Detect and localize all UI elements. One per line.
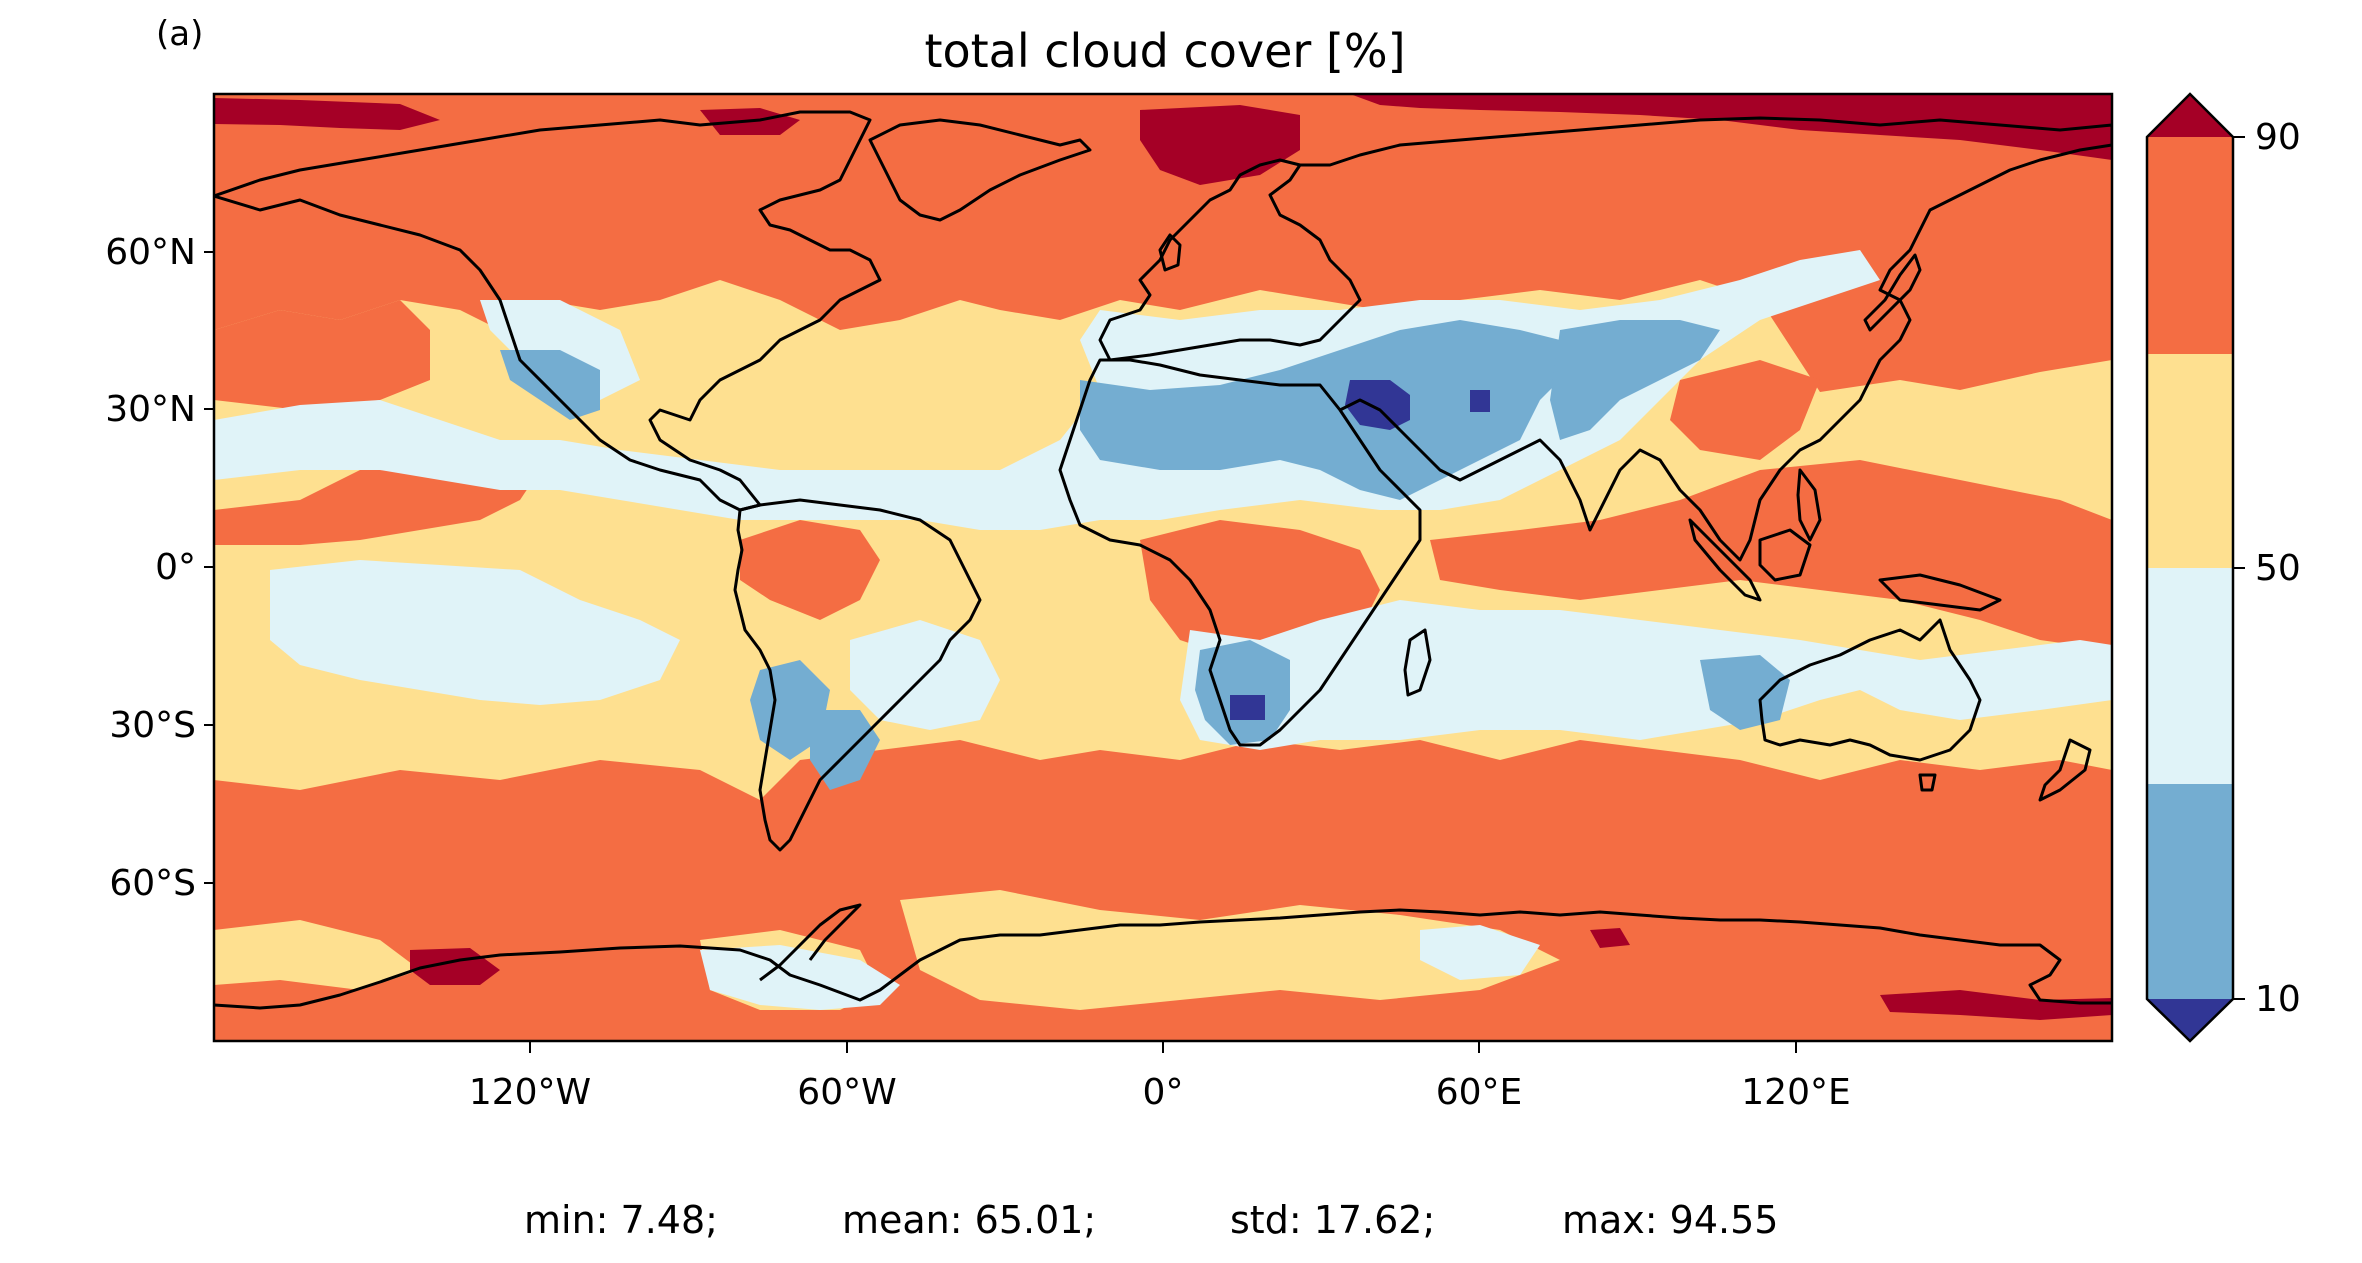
- coastline-borneo: [1758, 528, 1812, 582]
- band-30-50-south-subtropics: [270, 560, 680, 705]
- coastline-new-zealand: [2038, 738, 2092, 802]
- lat-label-30n: 30°N: [105, 389, 196, 430]
- coastline-greenland: [868, 118, 1092, 222]
- coastline-south-america: [733, 498, 982, 852]
- coastline-australia: [1758, 618, 1982, 762]
- lat-label-0: 0°: [155, 547, 196, 588]
- coastline-antarctica: [214, 908, 2112, 1010]
- band-70-90-asia-east: [1670, 360, 1820, 460]
- band-50-70-southern-patch-2: [900, 890, 1560, 1010]
- map-title: total cloud cover [%]: [924, 24, 1406, 78]
- lon-ticks: [529, 1041, 1797, 1053]
- colorbar-label-50: 50: [2255, 548, 2301, 589]
- band-above-90-antarctic-2: [1880, 990, 2112, 1020]
- lon-label-120w: 120°W: [469, 1072, 591, 1113]
- colorbar-extend-bottom: [2147, 999, 2233, 1041]
- colorbar-extend-top: [2147, 94, 2233, 137]
- band-10-30-central-asia: [1550, 320, 1720, 440]
- coastline-tasmania: [1918, 773, 1937, 792]
- coastline-asia: [1300, 116, 2112, 562]
- colorbar: 90 50 10: [2145, 92, 2301, 1043]
- band-above-90-arctic-east: [1350, 94, 2112, 160]
- coastline-africa: [1058, 358, 1422, 747]
- coastlines: [214, 110, 2112, 1010]
- colorbar-segment-50-70: [2147, 354, 2233, 568]
- band-70-90-maritime-continent: [1430, 460, 2112, 650]
- band-70-90-south: [214, 740, 2112, 1041]
- band-above-90-canada: [214, 98, 440, 130]
- lat-label-60n: 60°N: [105, 232, 196, 273]
- band-10-30-southern-africa: [1195, 640, 1290, 745]
- band-10-30-australia-west: [1700, 655, 1790, 730]
- band-10-30-south-america-central: [810, 710, 880, 790]
- stat-max: max: 94.55: [1562, 1198, 1779, 1242]
- lon-label-60e: 60°E: [1436, 1072, 1523, 1113]
- colorbar-segment-10-30: [2147, 784, 2233, 999]
- band-above-90-antarctic-3: [1590, 928, 1630, 948]
- colorbar-segment-30-50: [2147, 568, 2233, 784]
- band-70-90-ne-pacific-coast: [214, 300, 430, 410]
- coastline-sumatra: [1688, 518, 1762, 602]
- band-50-70-southern-patch-1: [214, 920, 420, 990]
- band-below-10-namibia: [1230, 695, 1265, 720]
- coastline-uk: [1158, 233, 1182, 272]
- band-10-30-sahara-arabia: [1080, 320, 1570, 500]
- coastline-north-america: [214, 110, 882, 512]
- coastline-madagascar: [1403, 628, 1432, 697]
- colorbar-label-10: 10: [2255, 979, 2301, 1020]
- lat-label-60s: 60°S: [109, 863, 196, 904]
- band-70-90-south-america-north: [740, 520, 880, 620]
- coastline-europe: [1098, 158, 1362, 362]
- lat-ticks: [204, 251, 214, 884]
- band-below-10-iran: [1470, 390, 1490, 412]
- coastline-new-guinea: [1878, 573, 2002, 612]
- lon-label-0: 0°: [1143, 1072, 1184, 1113]
- coastline-japan: [1863, 253, 1922, 332]
- band-below-10-arabia: [1345, 380, 1410, 430]
- coastline-antarctic-peninsula: [759, 903, 862, 982]
- stat-mean: mean: 65.01;: [842, 1198, 1097, 1242]
- band-30-50-antarctic-east: [1420, 925, 1540, 980]
- stat-std: std: 17.62;: [1230, 1198, 1436, 1242]
- colorbar-segment-70-90: [2147, 137, 2233, 354]
- colorbar-label-90: 90: [2255, 117, 2301, 158]
- lat-label-30s: 30°S: [109, 705, 196, 746]
- panel-label: (a): [156, 14, 204, 54]
- band-10-30-north-america-west: [500, 350, 600, 420]
- lon-label-60w: 60°W: [797, 1072, 896, 1113]
- stat-min: min: 7.48;: [524, 1198, 718, 1242]
- coastline-philippines: [1796, 468, 1822, 542]
- lon-label-120e: 120°E: [1741, 1072, 1850, 1113]
